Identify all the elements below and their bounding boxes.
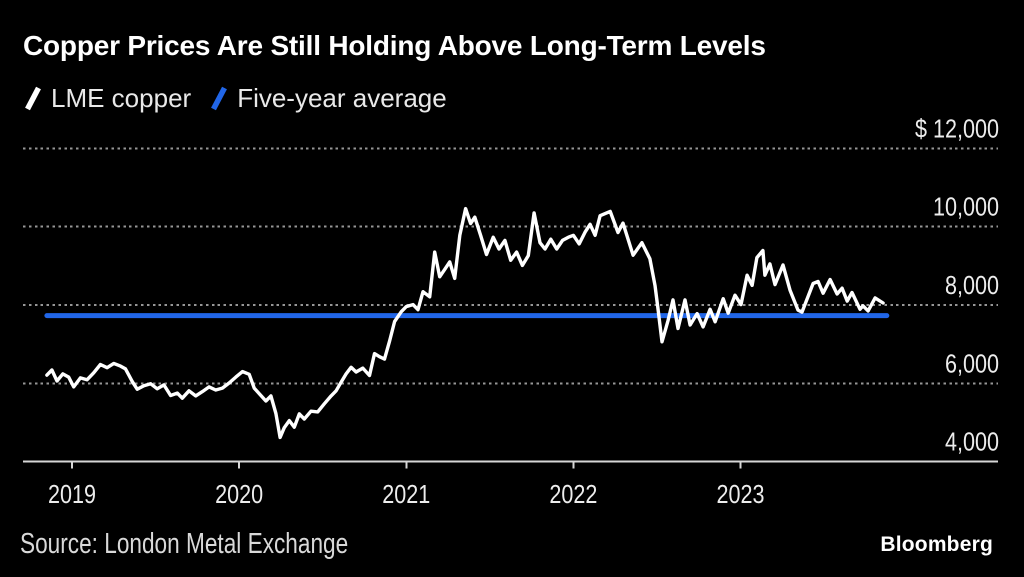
legend-item-lme-copper: LME copper	[23, 84, 191, 112]
y-tick-label: 4,000	[945, 427, 999, 457]
five-year-average-line-swatch-icon	[211, 86, 228, 110]
legend-label-five-year-average: Five-year average	[237, 83, 447, 113]
x-tick-label: 2021	[382, 479, 430, 509]
y-tick-label: 10,000	[933, 192, 999, 222]
lme-copper-line	[45, 206, 885, 440]
chart-title: Copper Prices Are Still Holding Above Lo…	[23, 30, 766, 61]
bloomberg-logo: Bloomberg	[880, 533, 993, 556]
x-tick-label: 2022	[549, 479, 597, 509]
lme-copper-line-swatch-icon	[25, 86, 41, 110]
y-tick-label: 8,000	[945, 270, 999, 300]
x-tick-label: 2019	[48, 479, 96, 509]
y-tick-label: $ 12,000	[915, 113, 999, 143]
y-tick-label: 6,000	[945, 348, 999, 378]
legend-item-five-year-average: Five-year average	[209, 84, 447, 112]
chart-legend: LME copper Five-year average	[23, 84, 447, 112]
source-note: Source: London Metal Exchange	[20, 528, 349, 560]
legend-label-lme-copper: LME copper	[51, 83, 192, 113]
x-tick-label: 2023	[717, 479, 765, 509]
x-tick-label: 2020	[215, 479, 263, 509]
